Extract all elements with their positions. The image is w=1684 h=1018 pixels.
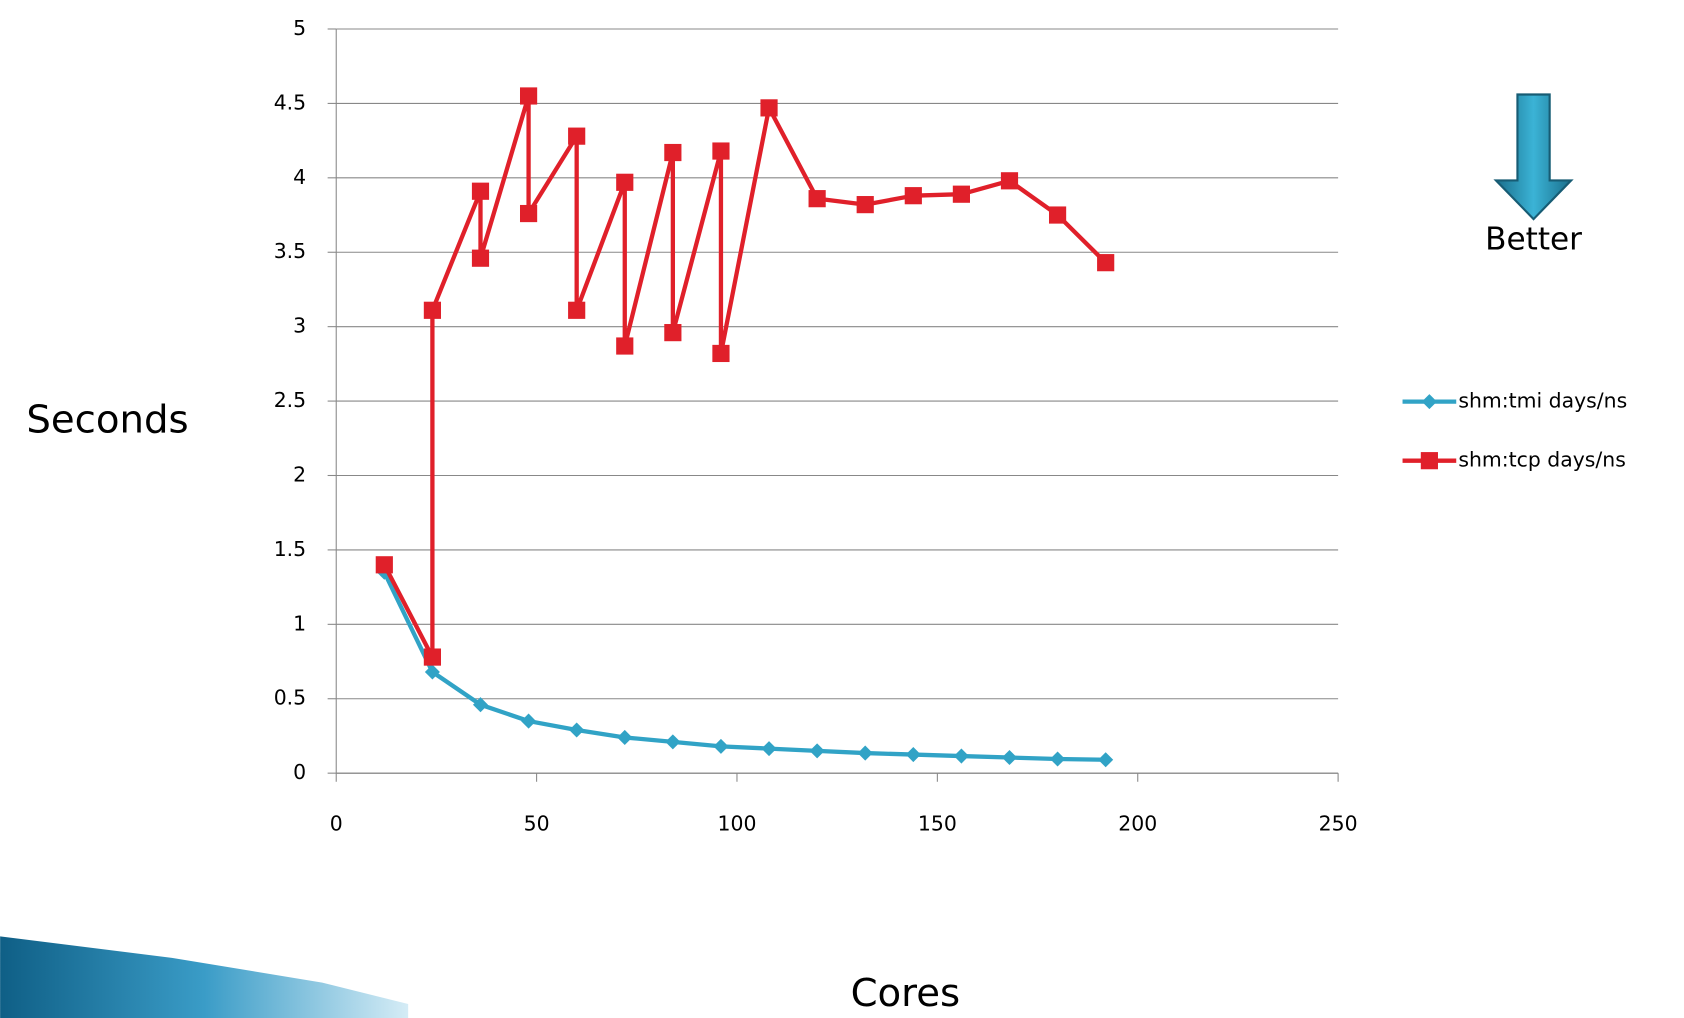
legend-label: shm:tcp days/ns	[1458, 448, 1625, 472]
data-point	[1097, 254, 1115, 272]
x-tick-label: 50	[524, 812, 550, 836]
data-point	[617, 729, 633, 745]
data-point	[1098, 752, 1114, 768]
data-point	[713, 738, 729, 754]
data-point	[952, 185, 970, 203]
data-point	[904, 187, 922, 205]
data-point	[1001, 750, 1018, 766]
data-point	[809, 743, 825, 759]
series-line	[382, 93, 1108, 660]
y-tick-label: 1.5	[274, 537, 306, 561]
data-point	[471, 249, 490, 267]
x-tick-label: 150	[918, 812, 957, 836]
series-line	[382, 571, 1106, 762]
data-point	[857, 745, 873, 761]
data-point	[712, 142, 730, 160]
y-tick-label: 3	[293, 314, 306, 338]
data-point	[423, 648, 441, 666]
data-point	[521, 713, 537, 729]
y-tick-label: 0.5	[274, 686, 306, 710]
data-point	[519, 87, 538, 105]
data-point	[664, 143, 682, 162]
data-point	[568, 301, 586, 319]
data-point	[808, 190, 826, 208]
data-point	[1048, 206, 1067, 224]
arrow	[1493, 93, 1574, 221]
data-point	[569, 722, 585, 738]
data-point	[665, 734, 681, 750]
data-point	[760, 99, 778, 117]
data-point	[1000, 172, 1019, 190]
y-tick-label: 4.5	[274, 90, 306, 114]
x-tick-label: 200	[1118, 812, 1157, 836]
legend-label: shm:tmi days/ns	[1458, 389, 1627, 413]
data-point	[712, 344, 730, 363]
x-axis-label: Cores	[851, 971, 961, 1016]
y-tick-label: 5	[293, 16, 306, 40]
y-tick-label: 4	[293, 165, 306, 189]
y-tick-label: 3.5	[274, 239, 306, 263]
y-tick-label: 2.5	[274, 388, 306, 412]
x-tick-label: 250	[1319, 812, 1358, 836]
data-point	[616, 173, 634, 191]
data-point	[856, 196, 874, 214]
decoration	[0, 936, 409, 1018]
annotation: Better	[1485, 222, 1582, 258]
data-point	[616, 337, 634, 355]
x-tick-label: 100	[718, 812, 757, 836]
data-point	[761, 741, 777, 757]
data-point	[423, 301, 441, 319]
data-point	[953, 748, 969, 764]
y-axis-label: Seconds	[26, 398, 188, 443]
data-point	[519, 204, 538, 223]
data-point	[471, 182, 490, 200]
y-tick-label: 0	[293, 760, 306, 784]
data-point	[1050, 751, 1066, 767]
data-point	[568, 127, 586, 145]
y-tick-label: 2	[293, 462, 306, 486]
legend-marker	[1420, 452, 1438, 470]
legend-marker	[1421, 394, 1437, 410]
data-point	[375, 556, 393, 574]
data-point	[905, 747, 921, 763]
y-tick-label: 1	[293, 611, 306, 635]
x-tick-label: 0	[330, 812, 343, 836]
data-point	[664, 324, 682, 342]
